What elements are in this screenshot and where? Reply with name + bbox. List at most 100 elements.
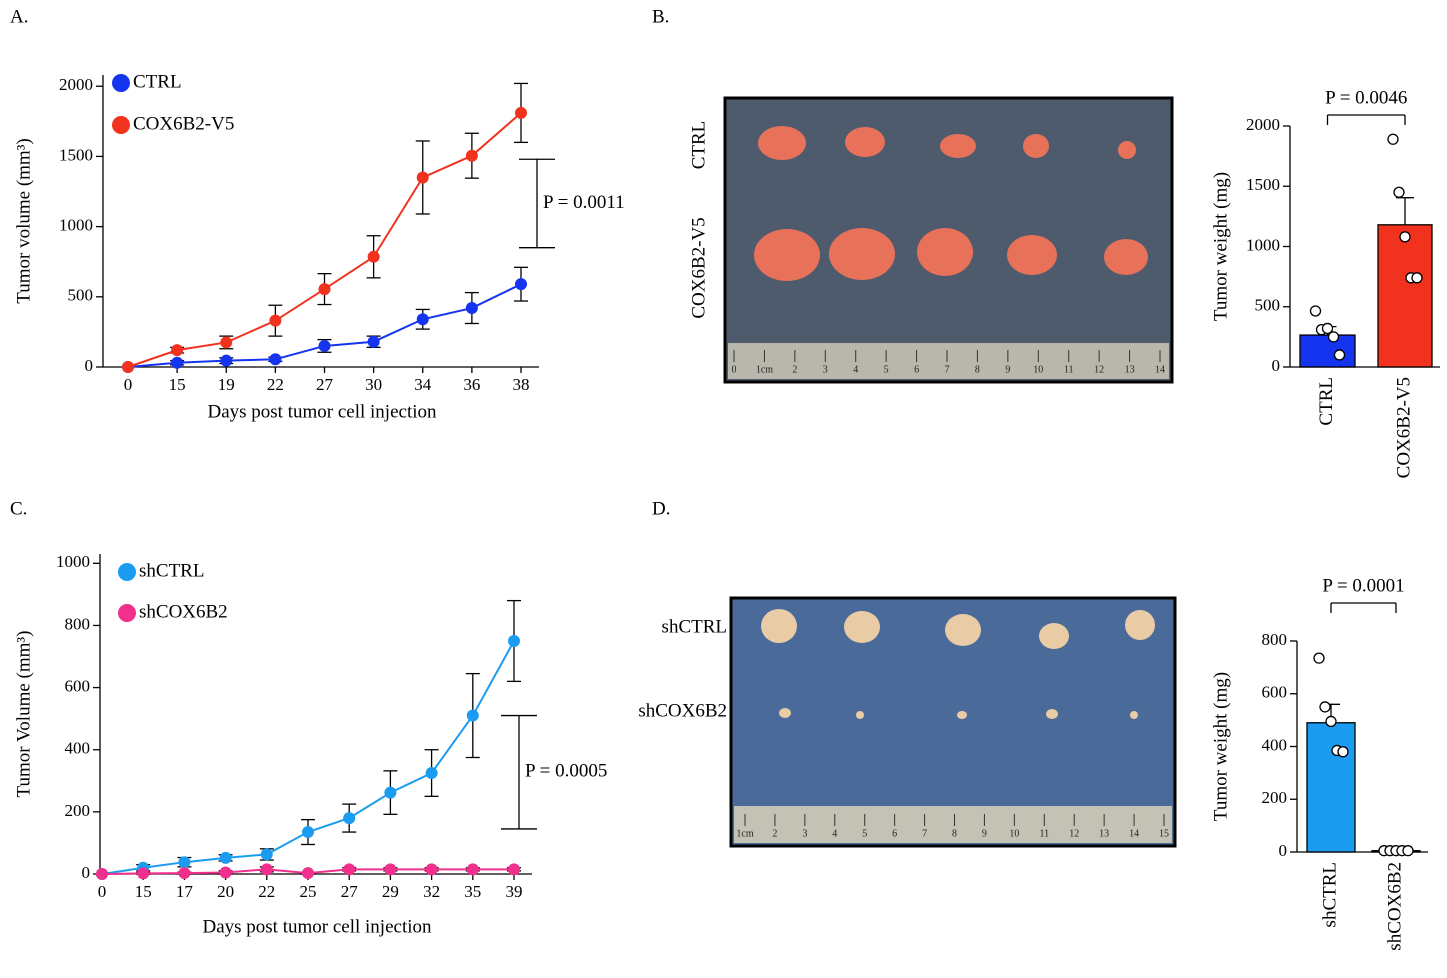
marker [515,278,527,291]
marker [122,361,134,373]
y-tick-label: 2000 [1246,115,1280,134]
data-point [1402,845,1414,857]
legend-label: COX6B2-V5 [133,113,234,134]
y-axis-label: Tumor weight (mg) [1210,172,1231,321]
legend-marker [112,116,130,134]
x-axis-label: Days post tumor cell injection [207,401,437,422]
x-tick-label: 19 [218,375,235,394]
ruler-label: 10 [1033,364,1043,375]
y-axis-label: Tumor volume (mm³) [13,138,34,303]
data-point [1337,746,1349,758]
marker [171,356,184,369]
ruler-label: 11 [1039,828,1049,839]
marker [178,856,191,869]
marker [178,867,191,880]
y-tick-label: 500 [68,286,94,305]
marker [318,339,331,352]
ruler-label: 6 [914,364,919,375]
marker [425,767,438,780]
ruler-label: 5 [862,828,867,839]
data-point [1333,349,1346,361]
series-line [127,112,522,368]
tumor-images [754,126,1148,281]
data-point [1399,231,1411,243]
data-point [1393,186,1405,198]
marker [343,812,356,825]
ruler-label: 7 [922,828,927,839]
y-tick-label: 600 [65,676,91,695]
ruler-label: 5 [884,364,889,375]
y-axis-label: Tumor weight (mg) [1210,672,1231,821]
annotation: P = 0.0005 [525,761,607,782]
ruler-label: 1cm [736,828,753,839]
x-tick-label: 0 [124,375,133,394]
marker [508,863,520,876]
ruler-label: 3 [823,364,828,375]
y-tick-label: 0 [1279,841,1288,860]
marker [302,826,314,839]
marker [302,867,314,880]
y-tick-label: 1000 [59,216,93,235]
data-point [1325,715,1337,728]
x-tick-label: 38 [513,375,530,394]
annotation: P = 0.0011 [543,192,625,213]
x-tick-label: 27 [316,375,334,394]
legend-marker [112,74,130,92]
data-point [1321,322,1334,335]
marker [367,335,380,348]
x-tick-label: 17 [176,882,194,901]
ruler [728,343,1169,379]
ruler-label: 13 [1099,828,1109,839]
marker [343,863,356,876]
y-tick-label: 400 [65,739,91,758]
row-label: shCOX6B2 [638,700,727,721]
tumor-images [761,609,1155,719]
x-tick-label: 25 [300,882,317,901]
ruler-label: 7 [945,364,950,375]
x-tick-label: 39 [506,882,523,901]
x-tick-label: 0 [98,882,107,901]
ruler-label: 2 [772,828,777,839]
y-tick-label: 200 [1262,788,1288,807]
marker [219,851,232,864]
ruler-label: 0 [732,364,737,375]
marker [466,709,479,722]
data-point [1327,331,1340,343]
x-tick-label: COX6B2-V5 [1393,377,1414,478]
ruler-label: 12 [1094,364,1104,375]
ruler-label: 6 [892,828,897,839]
ruler-label: 10 [1009,828,1019,839]
y-tick-label: 400 [1262,735,1288,754]
y-tick-label: 800 [65,614,91,633]
marker [137,867,150,880]
marker [508,634,520,647]
x-tick-label: shCTRL [1319,862,1340,927]
ruler-label: 2 [792,364,797,375]
x-axis-label: Days post tumor cell injection [202,916,432,937]
legend-marker [118,563,136,581]
marker [416,313,429,326]
data-point [1309,305,1322,317]
x-tick-label: 22 [258,882,275,901]
ruler-label: 3 [802,828,807,839]
marker [260,863,273,876]
x-tick-label: 32 [423,882,440,901]
marker [220,354,233,367]
marker [425,863,438,876]
marker [269,314,282,327]
marker [384,786,397,799]
ruler-label: 4 [853,364,858,375]
x-tick-label: CTRL [1316,377,1337,426]
ruler-label: 8 [975,364,980,375]
marker [219,866,232,879]
data-point [1411,272,1423,284]
x-tick-label: 15 [135,882,152,901]
y-tick-label: 2000 [59,75,93,94]
y-tick-label: 0 [1272,356,1281,375]
x-tick-label: 20 [217,882,234,901]
marker [416,171,429,184]
bar [1306,722,1356,853]
x-tick-label: 34 [414,375,432,394]
x-tick-label: 30 [365,375,382,394]
y-tick-label: 1000 [56,552,90,571]
